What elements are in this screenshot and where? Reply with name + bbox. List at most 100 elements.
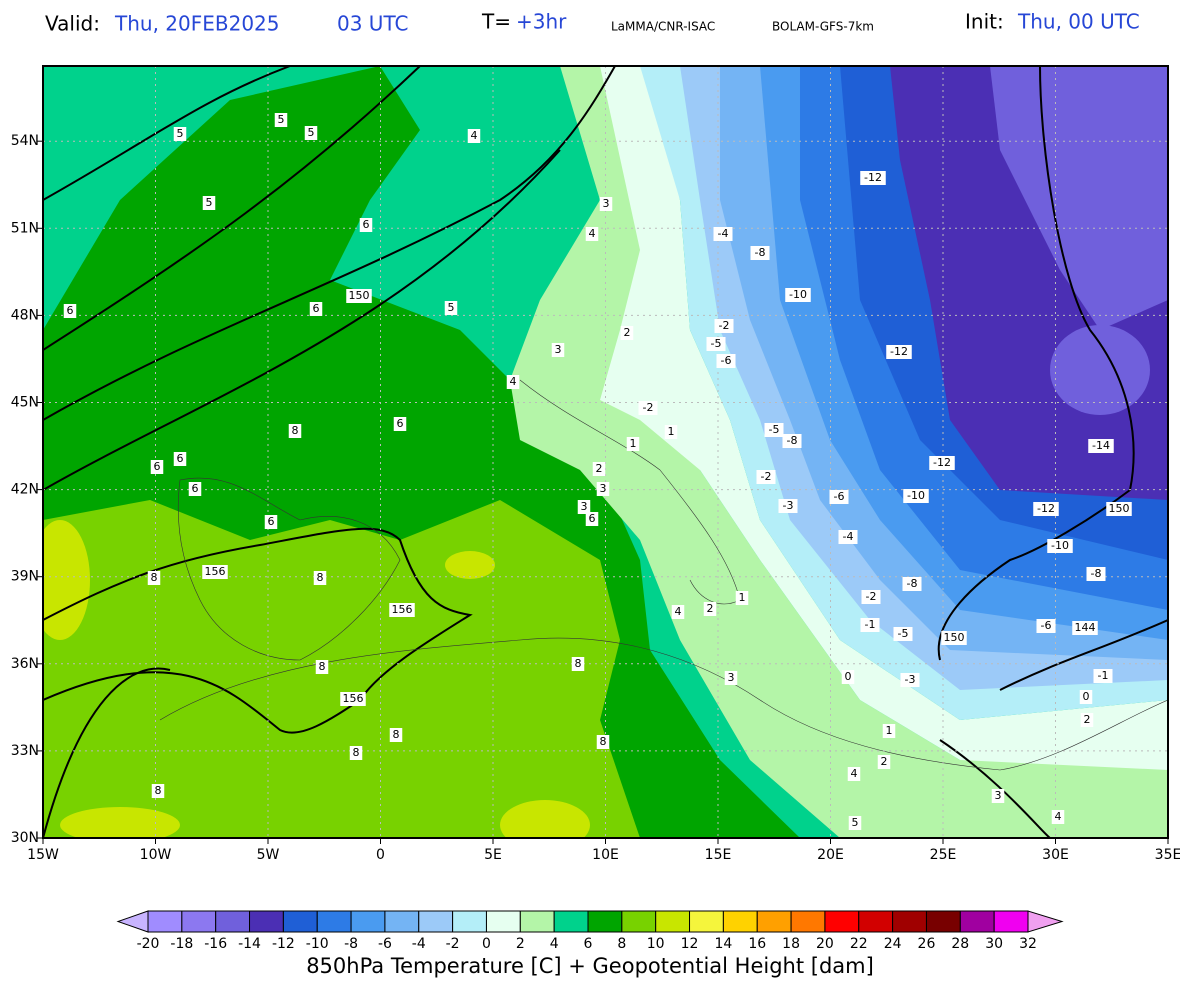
contour-label-bg bbox=[151, 784, 165, 798]
colorbar-tick-label: -20 bbox=[137, 936, 160, 952]
colorbar-tick-label: 14 bbox=[714, 936, 732, 952]
field-m16-m14 bbox=[1050, 325, 1150, 415]
colorbar-box bbox=[824, 910, 860, 933]
contour-label-bg bbox=[585, 512, 599, 526]
contour-label-bg bbox=[877, 755, 891, 769]
lon-tick-label: 10W bbox=[140, 847, 172, 863]
contour-label-bg bbox=[706, 337, 726, 351]
colorbar-tick-label: -14 bbox=[238, 936, 261, 952]
contour-label: -2 bbox=[719, 319, 730, 332]
colorbar-box bbox=[858, 910, 894, 933]
colorbar-box bbox=[485, 910, 521, 933]
contour-label-bg bbox=[750, 246, 770, 260]
lon-tick-label: 15W bbox=[27, 847, 59, 863]
step-label: T= bbox=[481, 10, 511, 34]
colorbar-tick-label: -6 bbox=[378, 936, 392, 952]
lat-tick-label: 33N bbox=[11, 743, 39, 759]
contour-label-bg bbox=[188, 482, 202, 496]
header: Valid: Thu, 20FEB2025 03 UTC T= +3hr LaM… bbox=[45, 10, 1140, 36]
contour-label-bg bbox=[778, 499, 798, 513]
contour-label: 150 bbox=[349, 289, 370, 302]
contour-label: -5 bbox=[711, 337, 722, 350]
contour-label-bg bbox=[941, 631, 967, 645]
lon-tick-label: 30E bbox=[1042, 847, 1069, 863]
colorbar-tick-label: 16 bbox=[748, 936, 766, 952]
contour-label: 3 bbox=[728, 671, 735, 684]
contour-label: -1 bbox=[865, 618, 876, 631]
contour-label-bg bbox=[1080, 713, 1094, 727]
valid-time: 03 UTC bbox=[337, 12, 408, 36]
contour-label-bg bbox=[1033, 502, 1059, 516]
colorbar-box bbox=[689, 910, 724, 933]
contour-label: 150 bbox=[944, 631, 965, 644]
colorbar-box bbox=[147, 910, 183, 933]
contour-label: 3 bbox=[555, 343, 562, 356]
colorbar-tick-label: 22 bbox=[850, 936, 868, 952]
contour-label: 6 bbox=[177, 452, 184, 465]
contour-label-bg bbox=[599, 197, 613, 211]
contour-label-bg bbox=[714, 319, 734, 333]
axes: 15W 10W 5W 0 5E 10E 15E 20E 25E 30E 35E 30N 33N 36N 39… bbox=[11, 133, 1180, 863]
contour-label-bg bbox=[1079, 690, 1093, 704]
contour-label-bg bbox=[340, 692, 366, 706]
contour-label: 6 bbox=[363, 218, 370, 231]
contour-label-bg bbox=[1051, 810, 1065, 824]
colorbar-box bbox=[621, 910, 657, 933]
contour-label-bg bbox=[860, 171, 886, 185]
contour-label: 5 bbox=[177, 127, 184, 140]
contour-label-bg bbox=[309, 302, 323, 316]
contour-label: 2 bbox=[1084, 713, 1091, 726]
contour-label-bg bbox=[444, 301, 458, 315]
contour-label-bg bbox=[724, 671, 738, 685]
colorbar-box bbox=[655, 910, 691, 933]
contour-label: 4 bbox=[589, 227, 596, 240]
contour-label-bg bbox=[713, 227, 733, 241]
contour-label-bg bbox=[620, 326, 634, 340]
contour-label-bg bbox=[288, 424, 302, 438]
contour-label-bg bbox=[389, 603, 415, 617]
contour-label-bg bbox=[1106, 502, 1132, 516]
contour-label: -8 bbox=[755, 246, 766, 259]
contour-label: 8 bbox=[317, 571, 324, 584]
contour-label: -2 bbox=[866, 590, 877, 603]
contour-label: -14 bbox=[1092, 439, 1110, 452]
contour-label: -1 bbox=[1098, 669, 1109, 682]
contour-label: -6 bbox=[721, 354, 732, 367]
contour-label: 6 bbox=[313, 302, 320, 315]
contour-label: 4 bbox=[851, 767, 858, 780]
contour-label-bg bbox=[735, 591, 749, 605]
contour-label: -5 bbox=[769, 423, 780, 436]
colorbar-box bbox=[959, 910, 995, 933]
colorbar-title: 850hPa Temperature [C] + Geopotential He… bbox=[306, 954, 874, 978]
contour-label: -4 bbox=[843, 530, 854, 543]
contour-label-bg bbox=[551, 343, 565, 357]
contour-label-bg bbox=[764, 423, 784, 437]
contour-label: -4 bbox=[718, 227, 729, 240]
valid-label: Valid: bbox=[45, 12, 100, 36]
contour-label: 2 bbox=[596, 462, 603, 475]
contour-label-bg bbox=[756, 470, 776, 484]
contour-label: -8 bbox=[907, 577, 918, 590]
colorbar-tick-label: 6 bbox=[584, 936, 593, 952]
lat-tick-label: 42N bbox=[11, 482, 39, 498]
colorbar-box bbox=[790, 910, 826, 933]
colorbar-tick-label: 32 bbox=[1019, 936, 1037, 952]
contour-label-bg bbox=[592, 462, 606, 476]
colorbar-tick-label: 8 bbox=[617, 936, 626, 952]
colorbar-tick-label: 2 bbox=[516, 936, 525, 952]
contour-label-bg bbox=[1072, 621, 1098, 635]
contour-label: 2 bbox=[707, 602, 714, 615]
contour-label-bg bbox=[63, 304, 77, 318]
colorbar-tick-label: -10 bbox=[306, 936, 329, 952]
contour-label-bg bbox=[596, 735, 610, 749]
field-0-2 bbox=[600, 66, 1168, 770]
contour-label-bg bbox=[848, 816, 862, 830]
contour-label-bg bbox=[315, 660, 329, 674]
colorbar-box bbox=[452, 910, 487, 933]
model: BOLAM-GFS-7km bbox=[772, 20, 874, 34]
colorbar-tick-label: -16 bbox=[204, 936, 227, 952]
contour-label: 1 bbox=[630, 437, 637, 450]
contour-label: 6 bbox=[67, 304, 74, 317]
